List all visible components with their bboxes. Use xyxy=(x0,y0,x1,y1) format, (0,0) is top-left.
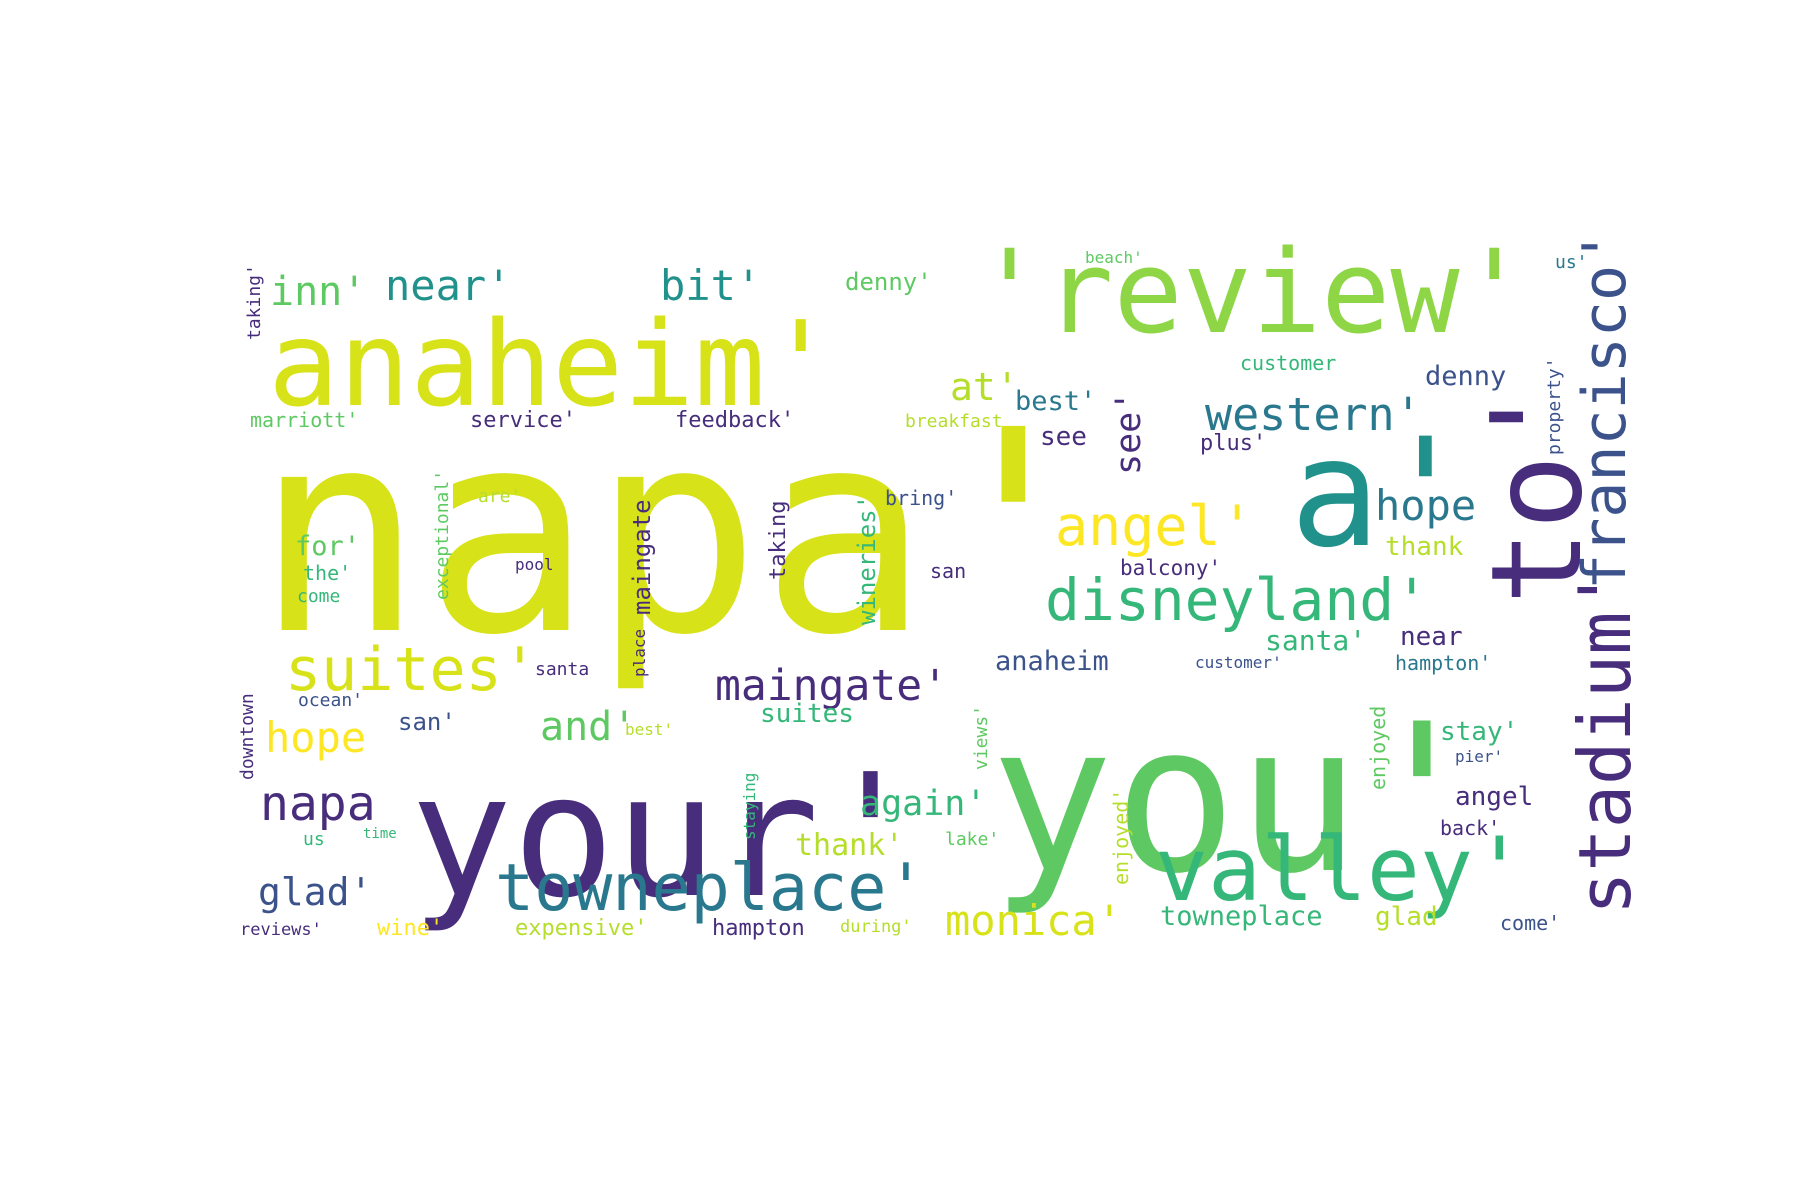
cloud-word: taking' xyxy=(244,264,265,340)
cloud-word: suites xyxy=(760,699,854,729)
cloud-word: enjoyed' xyxy=(1109,789,1133,885)
cloud-word: views' xyxy=(971,705,992,770)
cloud-word: suites' xyxy=(285,635,538,705)
cloud-word: monica' xyxy=(945,896,1122,945)
cloud-word: to' xyxy=(1465,379,1610,605)
cloud-word: us xyxy=(303,829,325,850)
cloud-word: best' xyxy=(1015,386,1096,417)
cloud-word: downtown xyxy=(237,693,258,780)
cloud-word: san' xyxy=(398,708,456,736)
cloud-word: breakfast xyxy=(905,411,1003,432)
cloud-word: expensive' xyxy=(515,916,647,941)
cloud-word: maingate xyxy=(628,499,656,615)
cloud-word: napa xyxy=(260,776,376,832)
cloud-word: staying xyxy=(740,773,759,840)
cloud-word: come' xyxy=(1500,911,1560,935)
cloud-word: francisco' xyxy=(1570,229,1640,590)
cloud-word: for' xyxy=(295,531,360,562)
cloud-word: marriott' xyxy=(250,408,358,432)
cloud-word: beach' xyxy=(1085,248,1143,267)
cloud-word: hampton xyxy=(712,916,805,941)
cloud-word: taking xyxy=(766,501,791,580)
cloud-word: santa' xyxy=(1265,624,1366,657)
cloud-word: hope xyxy=(1375,481,1476,530)
cloud-word: valley' xyxy=(1155,818,1526,921)
cloud-word: denny' xyxy=(845,268,932,296)
cloud-word: pier' xyxy=(1455,747,1503,766)
cloud-word: hope xyxy=(265,713,366,762)
cloud-word: see' xyxy=(1109,391,1149,475)
cloud-word: during' xyxy=(840,917,912,937)
cloud-word: are' xyxy=(478,486,521,507)
cloud-word: wineries' xyxy=(853,495,881,625)
cloud-word: inn' xyxy=(270,269,366,315)
cloud-word: bit' xyxy=(660,261,761,310)
cloud-word: your' xyxy=(410,738,922,936)
cloud-word: best' xyxy=(625,720,673,739)
cloud-word: reviews' xyxy=(240,920,322,940)
cloud-word: balcony' xyxy=(1120,556,1221,580)
cloud-word: back' xyxy=(1440,816,1500,840)
cloud-word: thank xyxy=(1385,532,1464,562)
cloud-word: the' xyxy=(303,561,351,585)
cloud-word: property' xyxy=(1544,357,1565,455)
cloud-word: near' xyxy=(385,261,511,310)
cloud-word: hampton' xyxy=(1395,651,1491,675)
cloud-word: plus' xyxy=(1200,431,1266,456)
cloud-word: towneplace xyxy=(1160,901,1323,932)
word-cloud-words: napa' your' you' anaheim' 'review' a'to' valle… xyxy=(237,226,1647,945)
cloud-word: again' xyxy=(860,784,986,824)
cloud-word: wine' xyxy=(377,916,443,941)
cloud-word: towneplace' xyxy=(495,851,925,926)
cloud-word: customer xyxy=(1240,351,1336,375)
cloud-word: thank' xyxy=(795,828,903,863)
cloud-word: come xyxy=(297,586,340,607)
cloud-word: 'review' xyxy=(975,226,1529,360)
cloud-word: and' xyxy=(540,704,636,750)
cloud-word: angel' xyxy=(1055,494,1254,558)
cloud-word: napa' xyxy=(255,371,1098,697)
cloud-word: pool xyxy=(515,555,554,574)
cloud-word: ocean' xyxy=(298,690,363,711)
cloud-word: service' xyxy=(470,408,576,433)
cloud-word: feedback' xyxy=(675,408,794,433)
cloud-word: enjoyed xyxy=(1366,706,1390,790)
cloud-word: san xyxy=(930,559,966,583)
cloud-word: exceptional' xyxy=(432,470,453,600)
cloud-word: see xyxy=(1040,422,1087,452)
cloud-word: stadium' xyxy=(1563,568,1647,915)
cloud-word: disneyland' xyxy=(1045,566,1429,634)
cloud-word: glad' xyxy=(258,870,372,914)
cloud-word: customer' xyxy=(1195,653,1282,672)
cloud-word: bring' xyxy=(885,486,957,510)
cloud-word: time xyxy=(363,826,397,842)
cloud-word: lake' xyxy=(945,829,999,850)
cloud-word: maingate' xyxy=(715,661,948,711)
cloud-word: anaheim' xyxy=(268,295,836,433)
cloud-word: santa xyxy=(535,659,589,680)
cloud-word: glad xyxy=(1375,902,1438,932)
cloud-word: place xyxy=(630,629,649,677)
cloud-word: anaheim xyxy=(995,646,1109,677)
cloud-word: western' xyxy=(1205,388,1422,441)
cloud-word: denny xyxy=(1425,361,1506,392)
cloud-word: near xyxy=(1400,622,1463,652)
cloud-word: stay' xyxy=(1440,717,1518,747)
cloud-word: at' xyxy=(950,365,1019,409)
cloud-word: angel xyxy=(1455,782,1533,812)
cloud-word: us' xyxy=(1555,252,1588,273)
cloud-word: a' xyxy=(1290,407,1471,581)
cloud-word: you' xyxy=(990,681,1484,919)
